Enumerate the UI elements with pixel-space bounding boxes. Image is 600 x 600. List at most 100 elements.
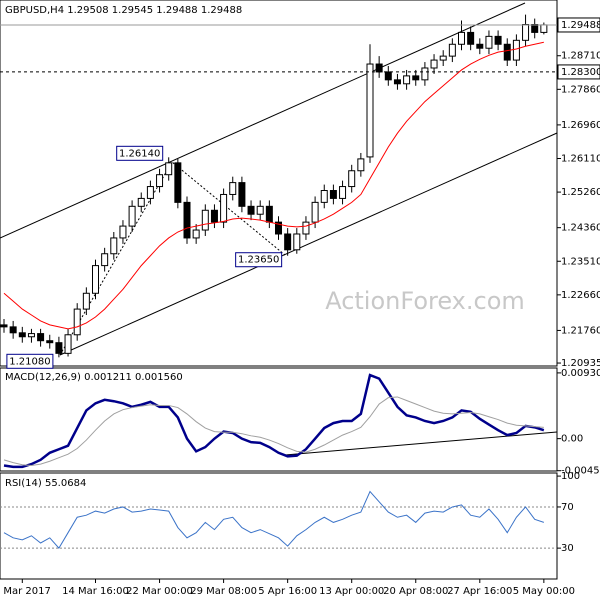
- macd-panel: [0, 367, 558, 472]
- indicator-line: [3, 396, 544, 466]
- candle-body: [201, 209, 209, 231]
- candle-body: [302, 221, 310, 235]
- candle-body: [494, 35, 502, 45]
- y-tick-label: 100: [561, 471, 580, 482]
- candle-body: [210, 209, 218, 223]
- candle-body: [265, 205, 273, 223]
- candle-body: [229, 182, 237, 195]
- candle-body: [119, 225, 127, 239]
- y-tick-label: 1.27860: [561, 84, 600, 95]
- y-tick-label: -0.004537: [561, 466, 600, 477]
- candle-body: [412, 75, 420, 81]
- annotation-box: [6, 353, 54, 369]
- candle-body: [375, 63, 383, 73]
- y-tick-label: 1.26960: [561, 120, 600, 131]
- candle-body: [448, 43, 456, 57]
- annotation-box: [116, 145, 164, 161]
- candle-body: [512, 39, 520, 61]
- candle-body: [73, 308, 81, 336]
- zigzag: [59, 161, 286, 356]
- candle-body: [329, 190, 337, 199]
- y-tick-label: 1.22660: [561, 290, 600, 301]
- candle-body: [366, 63, 374, 158]
- candle-body: [146, 186, 154, 199]
- candle-body: [293, 233, 301, 251]
- candle-body: [393, 79, 401, 85]
- candle-body: [46, 340, 54, 344]
- candle-body: [220, 193, 228, 223]
- annotation-label: 1.21080: [9, 356, 50, 367]
- candle-body: [522, 24, 530, 41]
- price-level-box: [557, 64, 600, 80]
- candle-body: [339, 186, 347, 199]
- candle-body: [320, 190, 328, 203]
- channel-lower: [59, 132, 558, 356]
- candle-body: [275, 221, 282, 235]
- price-level-box: [557, 17, 600, 33]
- y-tick-label: 0.009306: [561, 368, 600, 379]
- y-tick-label: 1.20935: [561, 358, 600, 369]
- x-tick-label: 27 Apr 16:00: [447, 586, 512, 597]
- y-tick-label: 1.26110: [561, 153, 600, 164]
- y-tick-label: 1.23510: [561, 256, 600, 267]
- candle-body: [247, 205, 255, 215]
- x-tick-label: 7 Mar 2017: [0, 586, 51, 597]
- main-title: GBPUSD,H4 1.29508 1.29545 1.29488 1.2948…: [5, 5, 242, 16]
- candle-body: [458, 31, 465, 45]
- annotation-label: 1.26140: [119, 148, 160, 159]
- indicator-line: [3, 373, 545, 469]
- x-tick-label: 5 May 00:00: [513, 586, 575, 597]
- candle-body: [27, 333, 35, 338]
- y-tick-label: 70: [561, 502, 574, 513]
- candle-body: [256, 205, 264, 215]
- candle-body: [403, 75, 411, 85]
- x-tick-label: 13 Apr 00:00: [319, 586, 384, 597]
- macd-title: MACD(12,26,9) 0.001211 0.001560: [5, 372, 183, 383]
- candle-body: [183, 201, 191, 239]
- candle-body: [101, 253, 109, 267]
- candle-body: [137, 197, 145, 207]
- candle-body: [55, 342, 63, 354]
- indicator-line: [3, 41, 544, 330]
- candle-body: [128, 205, 136, 227]
- candle-body: [9, 326, 17, 334]
- rsi-title: RSI(14) 55.0684: [5, 478, 86, 489]
- x-tick-label: 14 Mar 16:00: [62, 586, 129, 597]
- annotation-label: 1.23650: [238, 255, 279, 266]
- candle-body: [467, 31, 475, 45]
- y-tick-label: 0.00: [561, 434, 583, 445]
- watermark: ActionForex.com: [325, 287, 525, 315]
- candle-body: [531, 24, 539, 33]
- y-tick-label: 1.28710: [561, 51, 600, 62]
- y-tick-label: 1.21760: [561, 325, 600, 336]
- x-tick-label: 20 Apr 08:00: [383, 586, 448, 597]
- candle-body: [82, 292, 90, 310]
- candle-body: [540, 24, 548, 33]
- rsi-panel: [0, 472, 558, 580]
- candle-body: [348, 170, 356, 188]
- price-level-label: 1.29488: [561, 20, 600, 31]
- candle-body: [18, 332, 26, 338]
- candle-body: [485, 35, 493, 49]
- candle-body: [165, 162, 173, 176]
- candle-body: [284, 233, 292, 251]
- candle-body: [156, 174, 164, 188]
- candle-body: [384, 71, 392, 81]
- y-tick-label: 1.24360: [561, 223, 600, 234]
- candle-body: [110, 237, 118, 255]
- candle-body: [476, 43, 484, 49]
- candle-body: [357, 158, 365, 172]
- x-tick-label: 29 Mar 08:00: [190, 586, 257, 597]
- candle-body: [238, 182, 246, 207]
- candle-body: [64, 334, 72, 354]
- price-level-label: 1.28300: [561, 67, 600, 78]
- y-tick-label: 1.25260: [561, 187, 600, 198]
- candle-body: [430, 59, 438, 69]
- x-tick-label: 5 Apr 16:00: [258, 586, 317, 597]
- main-panel: [0, 0, 558, 367]
- indicator-line: [3, 490, 545, 549]
- candle-body: [439, 55, 447, 61]
- candle-body: [37, 333, 45, 342]
- candle-body: [0, 324, 8, 328]
- candle-body: [311, 201, 319, 223]
